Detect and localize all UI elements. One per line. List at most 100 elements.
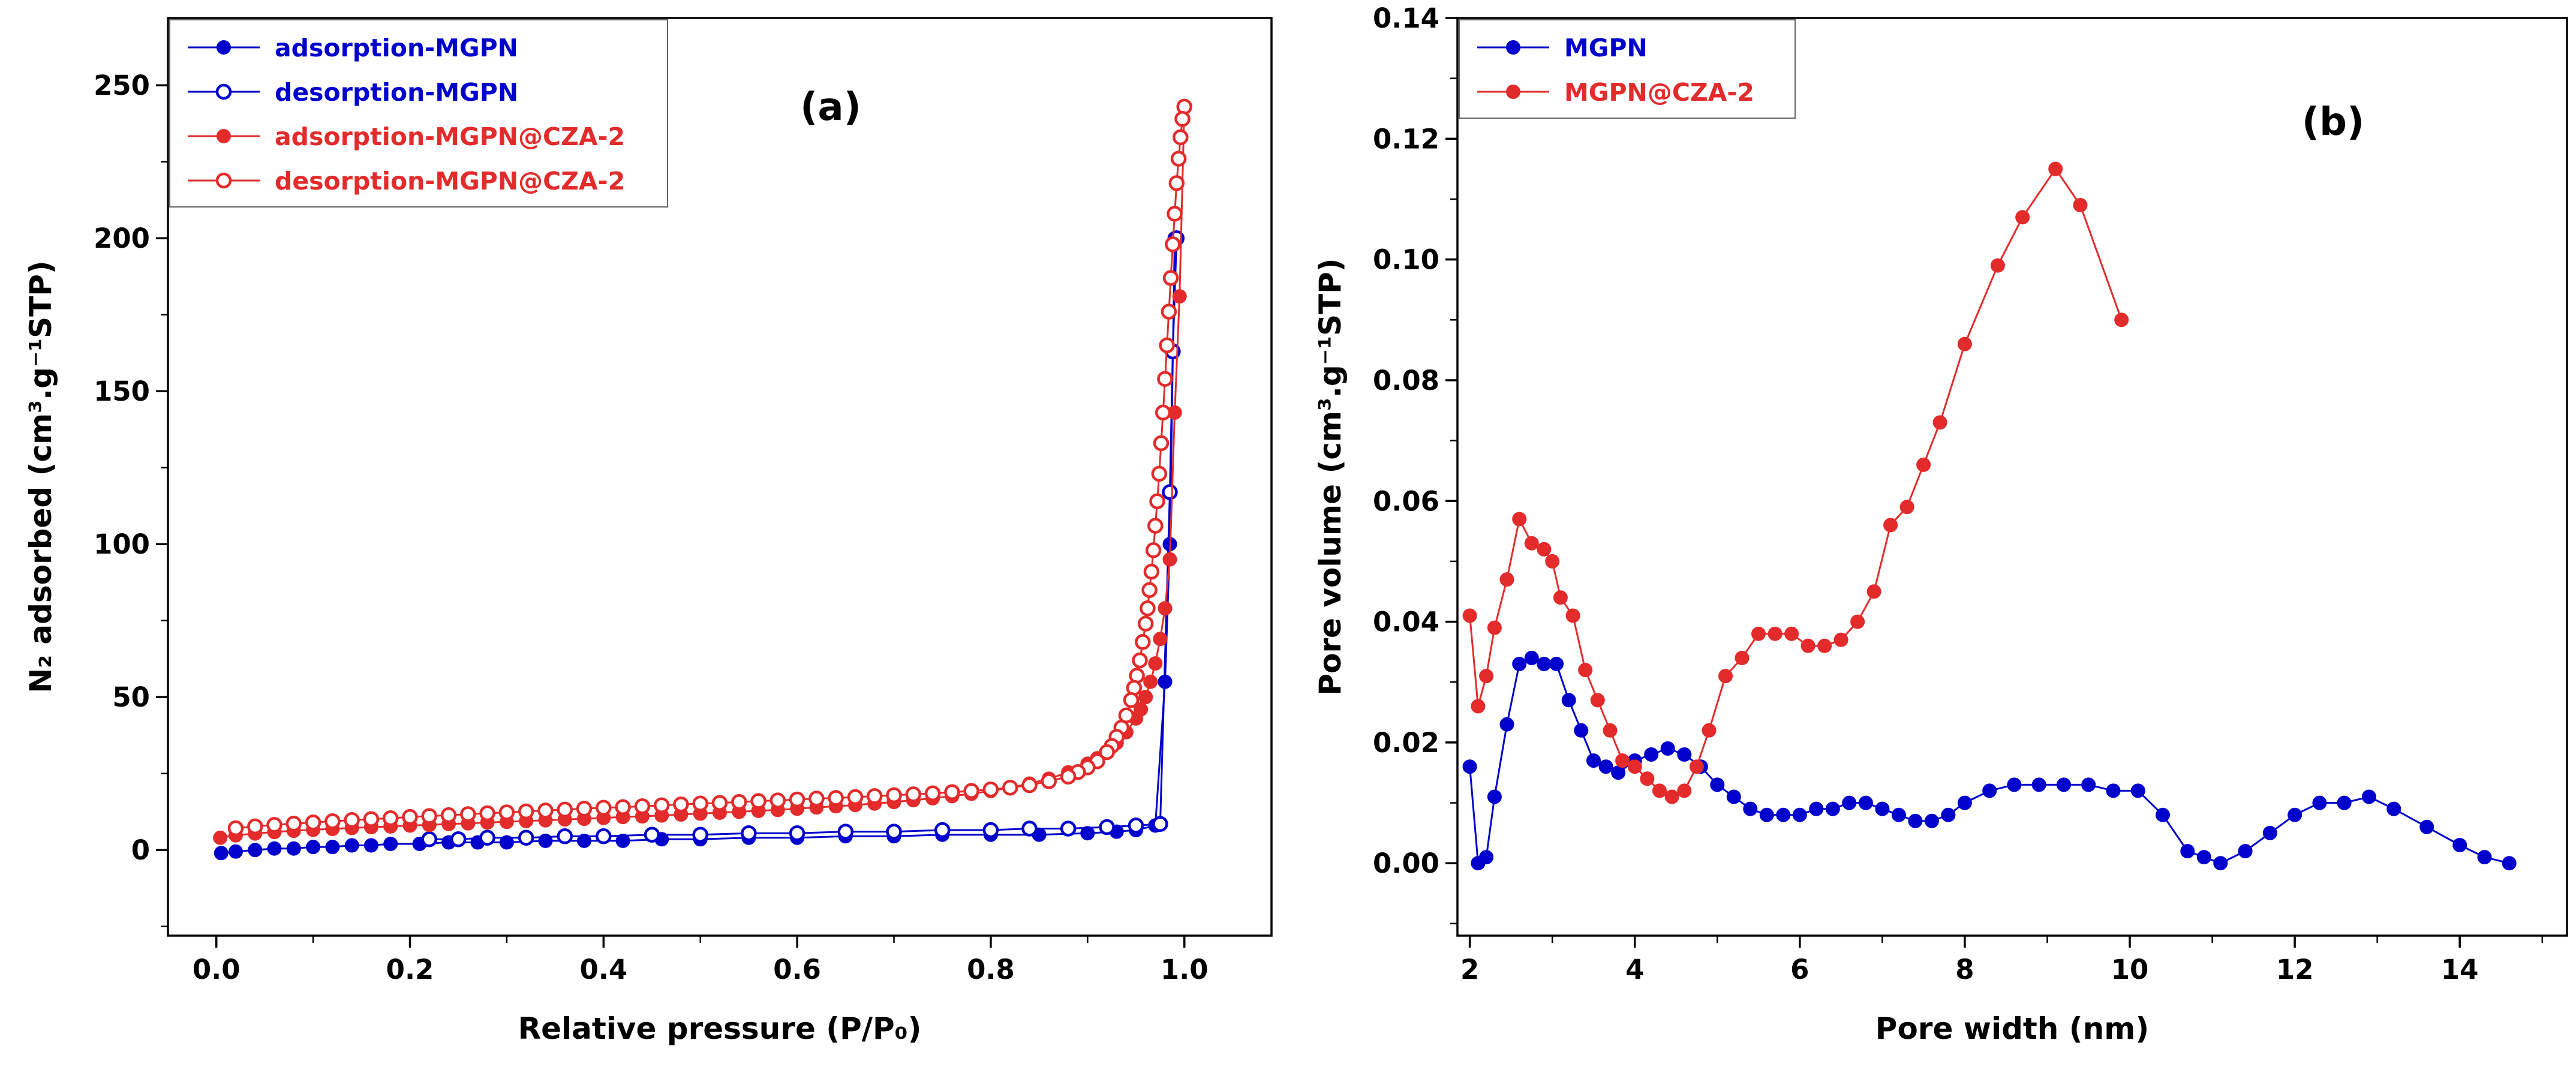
data-point-marker [1462, 759, 1477, 774]
data-point-marker [1149, 493, 1165, 510]
legend: MGPN MGPN@CZA-2 [1459, 19, 1796, 119]
data-point-marker [1137, 615, 1154, 632]
data-point-marker [305, 814, 321, 831]
series-MGPN@CZA-2 [1462, 161, 2129, 804]
legend-item-label: MGPN [1564, 34, 1648, 62]
data-point-marker [1148, 656, 1163, 671]
data-point-marker [1162, 552, 1177, 567]
x-tick-label: 2 [1460, 954, 1479, 985]
data-point-marker [450, 831, 467, 847]
series-line [235, 106, 1186, 829]
x-tick-label: 10 [2111, 954, 2149, 985]
y-tick-label: 50 [112, 681, 150, 713]
data-point-marker [1825, 801, 1840, 816]
data-point-marker [344, 811, 360, 828]
y-axis: 0 50 100 150 200 250 [94, 70, 168, 927]
data-point-marker [1718, 669, 1733, 684]
data-point-marker [499, 835, 514, 850]
legend-marker-icon [1506, 40, 1520, 55]
data-point-marker [1123, 692, 1140, 708]
series-desorption-MGPN [421, 230, 1185, 847]
data-point-marker [1735, 651, 1750, 665]
data-point-marker [1080, 826, 1095, 841]
series-adsorption-MGPN@CZA-2 [213, 99, 1192, 845]
data-point-marker [363, 811, 380, 827]
data-point-marker [1689, 759, 1704, 774]
x-axis: 0.0 0.2 0.4 0.6 0.8 1.0 [193, 936, 1209, 985]
legend-item-label: desorption-MGPN [275, 78, 518, 107]
data-point-marker [1866, 584, 1881, 599]
y-tick-label: 0.04 [1373, 606, 1439, 638]
data-point-marker [1768, 626, 1783, 641]
data-point-marker [886, 823, 902, 840]
data-point-marker [615, 833, 630, 848]
data-point-marker [402, 808, 418, 825]
plot-frame [167, 17, 1273, 937]
data-point-marker [1598, 759, 1613, 774]
data-point-marker [1652, 783, 1667, 798]
y-tick-label: 0.08 [1373, 365, 1439, 396]
data-point-marker [1578, 663, 1593, 678]
y-tick-label: 100 [94, 528, 150, 560]
data-point-marker [653, 797, 670, 813]
data-point-marker [2312, 795, 2327, 810]
y-tick-label: 0.10 [1373, 244, 1439, 276]
data-point-marker [576, 801, 593, 817]
data-point-marker [731, 794, 747, 810]
data-point-marker [557, 828, 573, 844]
x-axis: 2 4 6 8 10 12 14 [1460, 936, 2543, 985]
data-point-marker [577, 833, 591, 848]
series-line [220, 106, 1186, 839]
data-point-marker [1751, 626, 1766, 641]
data-point-marker [837, 823, 854, 840]
data-point-marker [2081, 777, 2096, 792]
data-point-marker [1743, 801, 1758, 816]
data-point-marker [1132, 652, 1148, 669]
data-point-marker [634, 798, 651, 814]
data-point-marker [1487, 620, 1502, 635]
data-point-marker [557, 801, 573, 818]
series-line [221, 238, 1176, 854]
data-point-marker [421, 808, 438, 824]
y-axis-title: N₂ adsorbed (cm³.g⁻¹STP) [23, 260, 58, 693]
series-line [429, 238, 1178, 840]
data-point-marker [789, 791, 805, 808]
data-point-marker [886, 787, 902, 804]
data-point-marker [1545, 554, 1560, 569]
data-point-marker [1776, 807, 1791, 822]
series-MGPN [1462, 651, 2517, 871]
y-tick-label: 200 [94, 223, 150, 254]
x-tick-label: 0.4 [579, 954, 627, 985]
data-point-marker [1726, 789, 1741, 804]
y-tick-label: 0.02 [1373, 727, 1439, 759]
data-point-marker [828, 790, 844, 806]
data-point-marker [1941, 807, 1956, 822]
data-point-marker [1141, 582, 1158, 598]
data-point-marker [1611, 765, 1626, 780]
data-point-marker [518, 803, 534, 820]
x-tick-label: 8 [1955, 954, 1974, 985]
data-point-marker [847, 789, 864, 805]
data-point-marker [2015, 210, 2030, 225]
data-point-marker [808, 791, 825, 807]
data-point-marker [1512, 512, 1527, 527]
data-point-marker [537, 802, 554, 819]
data-point-marker [1990, 258, 2005, 273]
legend-item-label: desorption-MGPN@CZA-2 [275, 167, 625, 196]
y-tick-label: 0.12 [1373, 123, 1439, 155]
data-point-marker [1833, 632, 1848, 647]
series-adsorption-MGPN [214, 231, 1182, 861]
data-point-marker [1153, 435, 1170, 452]
data-point-marker [2337, 795, 2352, 810]
data-point-marker [750, 793, 767, 809]
data-point-marker [615, 799, 631, 816]
data-point-marker [1858, 795, 1873, 810]
series-desorption-MGPN@CZA-2 [227, 98, 1192, 837]
data-point-marker [1479, 669, 1494, 684]
data-point-marker [1957, 795, 1972, 810]
data-point-marker [1561, 693, 1576, 708]
data-point-marker [2288, 807, 2303, 822]
data-point-marker [1842, 795, 1857, 810]
data-point-marker [2031, 777, 2046, 792]
